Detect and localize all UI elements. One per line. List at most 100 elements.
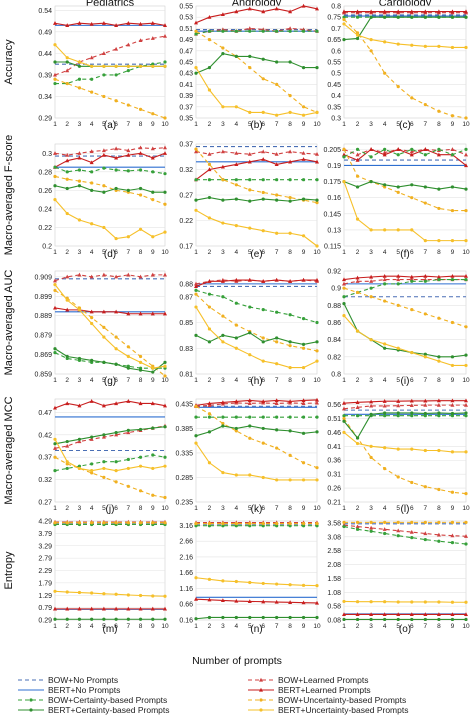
circle-marker <box>221 52 225 56</box>
triangle-marker <box>259 677 263 682</box>
plot-area <box>195 520 318 621</box>
triangle-marker <box>382 399 387 403</box>
circle-marker <box>369 444 373 448</box>
series-bow_learned <box>194 149 319 156</box>
triangle-marker <box>77 151 82 155</box>
triangle-marker <box>342 612 346 617</box>
circle-marker <box>410 147 414 151</box>
y-tick-label: 1.16 <box>179 586 193 593</box>
series-bert_uncertainty <box>53 198 167 241</box>
circle-marker <box>275 178 279 182</box>
x-tick-label: 2 <box>208 121 212 128</box>
circle-marker <box>207 461 212 465</box>
circle-marker <box>90 181 94 185</box>
triangle-marker <box>138 311 143 316</box>
triangle-marker <box>382 152 387 157</box>
circle-marker <box>90 435 94 439</box>
circle-marker <box>437 355 441 359</box>
x-tick-label: 8 <box>139 121 143 128</box>
circle-marker <box>163 360 167 364</box>
circle-marker <box>410 43 414 47</box>
circle-marker <box>234 197 238 201</box>
circle-marker <box>288 524 292 528</box>
circle-marker <box>275 446 279 450</box>
circle-marker <box>383 15 387 19</box>
circle-marker <box>315 359 319 363</box>
circle-marker <box>194 32 198 36</box>
triangle-marker <box>65 606 70 611</box>
circle-marker <box>207 430 212 434</box>
triangle-marker <box>288 159 293 164</box>
x-tick-label: 9 <box>151 121 155 128</box>
panel-label: (h) <box>250 376 262 387</box>
circle-marker <box>221 340 225 344</box>
series-line <box>195 442 317 481</box>
x-tick-label: 4 <box>90 505 94 512</box>
triangle-marker <box>464 152 468 157</box>
circle-marker <box>355 441 360 446</box>
circle-marker <box>234 429 238 433</box>
x-tick-label: 8 <box>139 505 143 512</box>
series-bow_certainty <box>53 453 167 473</box>
series-line <box>343 275 466 281</box>
circle-marker <box>301 66 306 70</box>
y-tick-label: 0.285 <box>175 475 193 482</box>
triangle-marker <box>126 148 131 153</box>
circle-marker <box>261 359 265 363</box>
circle-marker <box>248 521 252 526</box>
y-tick-label: 0.145 <box>323 211 341 218</box>
x-tick-label: 2 <box>65 121 69 128</box>
series-bert_certainty <box>53 184 167 194</box>
series-line <box>54 454 166 472</box>
x-tick-label: 5 <box>102 249 106 256</box>
y-tick-label: 0.899 <box>34 294 52 301</box>
circle-marker <box>90 469 94 473</box>
x-tick-label: 8 <box>288 505 292 512</box>
circle-marker <box>90 188 94 192</box>
y-tick-label: 1.66 <box>179 570 193 577</box>
legend-item-bert_no: BERT+No Prompts <box>18 685 120 695</box>
circle-marker <box>90 462 94 466</box>
circle-marker <box>275 310 279 314</box>
circle-marker <box>464 520 468 524</box>
panel-label: (b) <box>250 120 262 131</box>
circle-marker <box>396 447 400 451</box>
y-tick-label: 3.58 <box>327 520 341 527</box>
circle-marker <box>65 81 69 86</box>
circle-marker <box>369 412 373 416</box>
triangle-marker <box>464 273 468 278</box>
circle-marker <box>138 186 143 191</box>
x-tick-label: 5 <box>248 249 252 256</box>
triangle-marker <box>53 278 57 283</box>
circle-marker <box>275 582 279 586</box>
panel-i: 0.8 0.82 0.84 0.86 0.88 0.9 0.92 1 2 3 4 5 6 7 8 9 10 (i) <box>327 269 470 388</box>
circle-marker <box>77 77 82 81</box>
circle-marker <box>248 178 252 182</box>
x-tick-label: 10 <box>161 377 169 384</box>
triangle-marker <box>436 402 441 407</box>
circle-marker <box>437 44 441 48</box>
panel-h: 0.81 0.83 0.85 0.87 0.88 1 2 3 4 5 6 7 8 9 10 (h) <box>179 270 321 387</box>
circle-marker <box>114 617 118 621</box>
circle-marker <box>53 81 57 86</box>
x-tick-label: 10 <box>161 249 169 256</box>
triangle-marker <box>355 275 360 280</box>
series-bert_certainty <box>194 195 319 203</box>
triangle-marker <box>261 9 266 14</box>
circle-marker <box>396 190 400 194</box>
triangle-marker <box>396 528 401 533</box>
x-tick-label: 5 <box>396 377 400 384</box>
triangle-marker <box>53 72 57 77</box>
circle-marker <box>275 521 279 526</box>
circle-marker <box>65 466 69 471</box>
triangle-marker <box>194 596 198 601</box>
circle-marker <box>138 593 143 598</box>
legend: BOW+No Prompts BOW+Learned Prompts BERT+No… <box>18 675 408 715</box>
circle-marker <box>194 208 198 212</box>
circle-marker <box>355 520 360 524</box>
circle-marker <box>383 147 387 151</box>
triangle-marker <box>423 398 428 403</box>
circle-marker <box>383 183 387 187</box>
circle-marker <box>275 478 279 482</box>
y-tick-label: 3.08 <box>327 534 341 541</box>
